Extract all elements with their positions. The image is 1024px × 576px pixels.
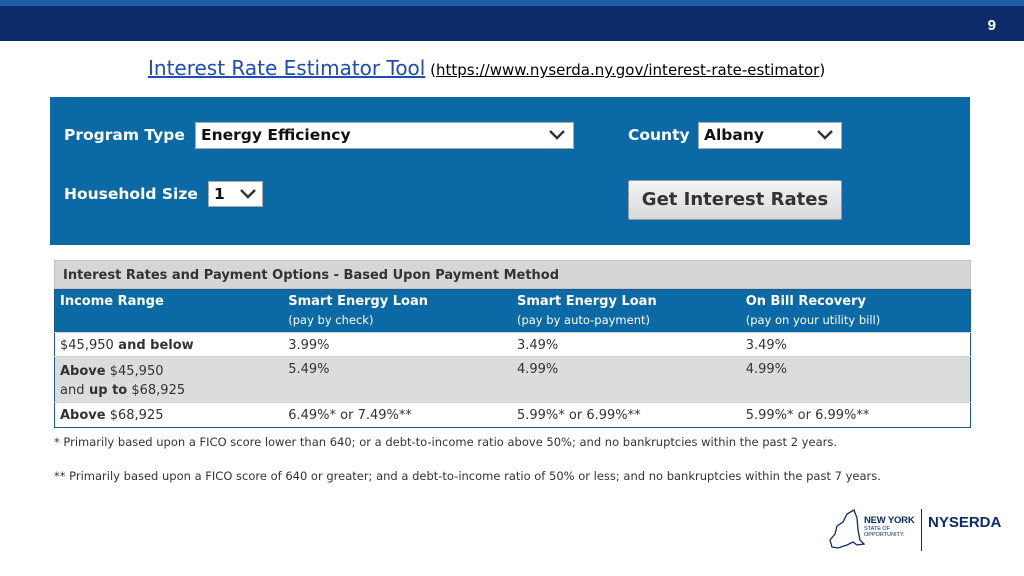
county-value: Albany: [704, 126, 765, 144]
program-type-label: Program Type: [64, 126, 185, 144]
income-range-cell: Above $68,925: [54, 402, 284, 428]
header-sublabel: (pay by auto-payment): [516, 313, 650, 327]
estimator-form: Program Type Energy Efficiency County Al…: [50, 97, 970, 245]
rate-pay-by-check: 6.49%* or 7.49%**: [283, 402, 512, 428]
rate-auto-payment: 5.99%* or 6.99%**: [511, 402, 741, 428]
slide-title: Interest Rate Estimator Tool (https://ww…: [148, 56, 825, 80]
header-label: Income Range: [60, 294, 164, 309]
chevron-down-icon: [549, 130, 565, 140]
footnote-single-asterisk: * Primarily based upon a FICO score lowe…: [54, 435, 837, 449]
header-label: On Bill Recovery: [745, 294, 866, 309]
household-size-value: 1: [214, 185, 225, 203]
county-select[interactable]: Albany: [698, 122, 842, 149]
rate-on-bill-recovery: 3.49%: [740, 332, 971, 357]
header-label: Smart Energy Loan: [516, 294, 657, 309]
rates-table: Income Range Smart Energy Loan (pay by c…: [54, 289, 971, 428]
title-close-paren: ): [819, 61, 826, 79]
title-open-paren: (: [425, 61, 436, 79]
range-connector: and: [60, 383, 85, 398]
header-auto-payment: Smart Energy Loan (pay by auto-payment): [511, 289, 741, 333]
estimator-tool-link[interactable]: Interest Rate Estimator Tool: [148, 56, 426, 80]
logo-new-york: NEW YORK: [864, 515, 915, 526]
range-amount: $45,950: [60, 338, 114, 353]
table-row: Above $45,950 and up to $68,925 5.49% 4.9…: [54, 356, 971, 403]
range-amount: $45,950: [105, 364, 164, 379]
header-on-bill-recovery: On Bill Recovery (pay on your utility bi…: [740, 289, 971, 333]
header-sublabel: (pay on your utility bill): [745, 313, 881, 327]
rate-auto-payment: 3.49%: [511, 332, 741, 357]
logo-nyserda: NYSERDA: [928, 514, 1002, 531]
rate-pay-by-check: 5.49%: [283, 356, 512, 403]
rates-table-title: Interest Rates and Payment Options - Bas…: [54, 260, 971, 289]
header-sublabel: (pay by check): [288, 313, 374, 327]
estimator-url-link[interactable]: https://www.nyserda.ny.gov/interest-rate…: [435, 61, 820, 79]
footnote-double-asterisk: ** Primarily based upon a FICO score of …: [54, 469, 881, 483]
program-type-select[interactable]: Energy Efficiency: [195, 122, 574, 149]
logo-divider: [921, 509, 922, 551]
range-qualifier: Above: [60, 364, 106, 379]
get-interest-rates-button[interactable]: Get Interest Rates: [628, 180, 842, 220]
logo-state-of-line: STATE OF: [864, 526, 891, 532]
new-york-state-outline-icon: [829, 509, 866, 549]
rate-on-bill-recovery: 5.99%* or 6.99%**: [740, 402, 971, 428]
chevron-down-icon: [240, 189, 256, 199]
county-label: County: [628, 126, 690, 144]
range-qualifier: up to: [84, 383, 128, 398]
income-range-cell: $45,950 and below: [54, 332, 284, 357]
header-pay-by-check: Smart Energy Loan (pay by check): [283, 289, 512, 333]
logo-opportunity: OPPORTUNITY.: [864, 532, 905, 538]
nyserda-logo: NEW YORK STATE OF OPPORTUNITY. NYSERDA: [826, 507, 1006, 553]
rate-on-bill-recovery: 4.99%: [740, 356, 971, 403]
income-range-cell: Above $45,950 and up to $68,925: [54, 356, 284, 403]
header-bar: 9: [0, 0, 1024, 41]
rate-auto-payment: 4.99%: [511, 356, 741, 403]
chevron-down-icon: [817, 130, 833, 140]
table-row: $45,950 and below 3.99% 3.49% 3.49%: [54, 332, 971, 357]
page-number: 9: [987, 17, 996, 34]
table-row: Above $68,925 6.49%* or 7.49%** 5.99%* o…: [54, 402, 971, 428]
program-type-value: Energy Efficiency: [201, 126, 351, 144]
range-amount: $68,925: [127, 383, 186, 398]
rate-pay-by-check: 3.99%: [283, 332, 512, 357]
household-size-label: Household Size: [64, 185, 198, 203]
range-qualifier: and below: [113, 338, 194, 353]
range-qualifier: Above: [60, 408, 106, 423]
header-income-range: Income Range: [54, 289, 284, 333]
header-label: Smart Energy Loan: [288, 294, 428, 309]
household-size-select[interactable]: 1: [208, 181, 263, 207]
table-header-row: Income Range Smart Energy Loan (pay by c…: [54, 289, 971, 333]
interest-rates-section: Interest Rates and Payment Options - Bas…: [54, 260, 971, 428]
range-amount: $68,925: [105, 408, 164, 423]
logo-state-of: STATE OF OPPORTUNITY.: [864, 526, 924, 538]
